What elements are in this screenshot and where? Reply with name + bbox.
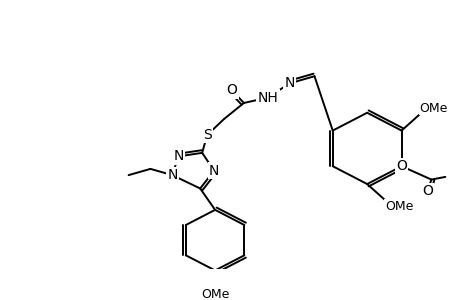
Text: OMe: OMe — [201, 288, 229, 300]
Text: N: N — [167, 168, 177, 182]
Text: S: S — [202, 128, 211, 142]
Text: NH: NH — [257, 91, 278, 105]
Text: OMe: OMe — [419, 101, 447, 115]
Text: O: O — [395, 159, 406, 173]
Text: N: N — [173, 149, 183, 164]
Text: OMe: OMe — [384, 200, 413, 213]
Text: N: N — [284, 76, 294, 90]
Text: O: O — [226, 83, 237, 98]
Text: N: N — [208, 164, 219, 178]
Text: O: O — [421, 184, 432, 198]
